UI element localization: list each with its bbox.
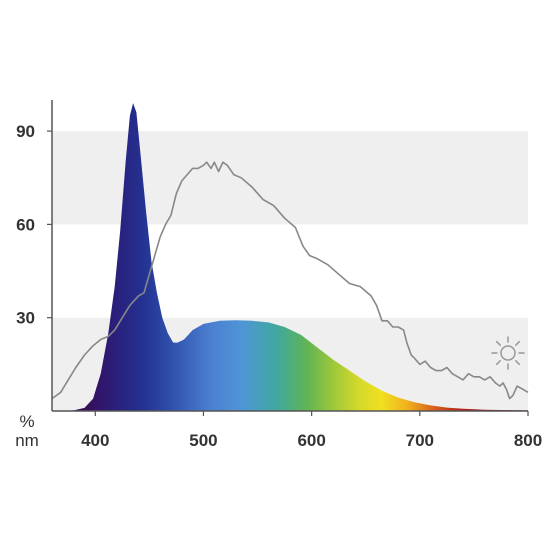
sun-disc: [500, 345, 516, 361]
y-unit-label: %: [19, 412, 34, 431]
reference-line-layer: [51, 161, 529, 400]
y-tick-labels: 30 60 90: [16, 122, 35, 328]
x-tick-label-600: 600: [297, 431, 325, 450]
x-tick-label-700: 700: [406, 431, 434, 450]
x-tick-label-500: 500: [189, 431, 217, 450]
x-tick-label-800: 800: [514, 431, 542, 450]
spectrum-area: [52, 103, 528, 411]
sun-ray: [495, 360, 501, 366]
sun-icon: [491, 336, 525, 370]
sun-ray: [495, 340, 501, 346]
sun-ray: [515, 340, 521, 346]
reference-line: [51, 161, 529, 400]
sun-ray: [515, 360, 521, 366]
x-tick-label-400: 400: [81, 431, 109, 450]
x-unit-label: nm: [15, 431, 39, 450]
x-tick-labels: 400 500 600 700 800: [81, 431, 542, 450]
y-tick-label-30: 30: [16, 309, 35, 328]
spectrum-area-layer: [52, 103, 528, 411]
y-tick-label-90: 90: [16, 122, 35, 141]
y-tick-label-60: 60: [16, 215, 35, 234]
axes: [47, 100, 529, 416]
